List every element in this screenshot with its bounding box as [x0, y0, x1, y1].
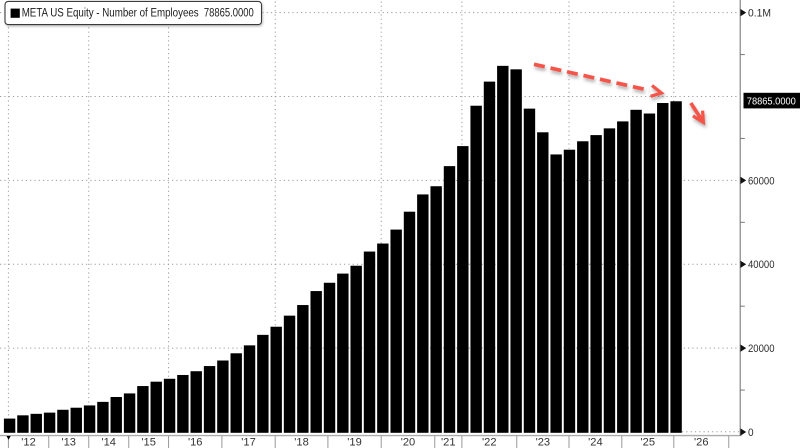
svg-text:'12: '12	[21, 437, 36, 448]
svg-text:'24: '24	[588, 437, 603, 448]
svg-text:78865.0000: 78865.0000	[747, 97, 796, 108]
svg-text:'25: '25	[641, 437, 656, 448]
svg-text:0.1M: 0.1M	[748, 8, 771, 20]
svg-text:META US Equity - Number of Emp: META US Equity - Number of Employees 7886…	[22, 6, 254, 20]
svg-text:'15: '15	[141, 437, 156, 448]
svg-text:'17: '17	[241, 437, 256, 448]
svg-text:40000: 40000	[748, 259, 775, 271]
svg-text:'21: '21	[441, 437, 456, 448]
svg-text:'23: '23	[536, 437, 551, 448]
svg-text:'18: '18	[294, 437, 309, 448]
svg-text:'26: '26	[694, 437, 709, 448]
svg-text:'14: '14	[102, 437, 117, 448]
svg-text:'16: '16	[188, 437, 203, 448]
svg-text:60000: 60000	[748, 175, 775, 187]
svg-text:0: 0	[748, 427, 754, 439]
svg-text:'22: '22	[482, 437, 497, 448]
svg-text:20000: 20000	[748, 343, 775, 355]
svg-text:'19: '19	[347, 437, 362, 448]
svg-text:'20: '20	[401, 437, 416, 448]
svg-text:'13: '13	[62, 437, 77, 448]
